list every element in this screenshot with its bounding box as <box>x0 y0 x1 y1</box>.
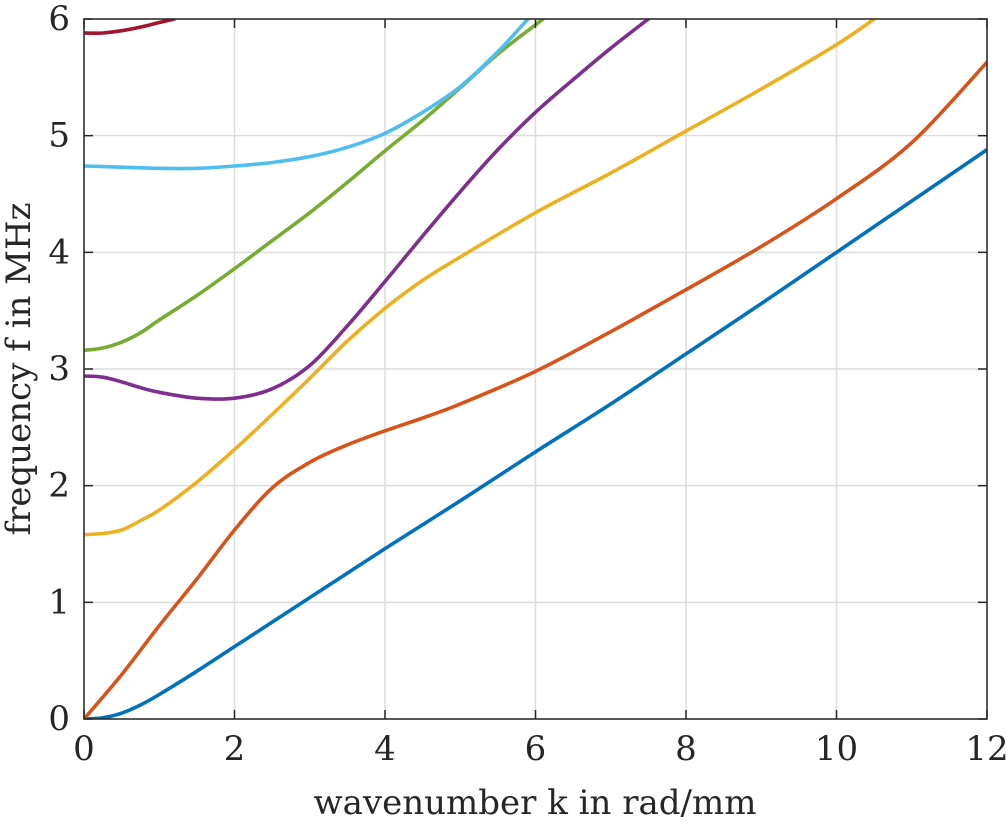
y-axis-label: frequency f in MHz <box>0 202 39 535</box>
y-tick-label: 4 <box>48 232 70 272</box>
y-tick-label: 5 <box>48 116 70 156</box>
x-tick-label: 6 <box>525 729 547 769</box>
series-line-5 <box>84 19 545 353</box>
series-lines <box>84 19 987 719</box>
y-tick-label: 6 <box>48 0 70 39</box>
x-tick-label: 4 <box>374 729 396 769</box>
x-tick-label: 2 <box>224 729 246 769</box>
series-line-6 <box>84 19 530 171</box>
y-tick-label: 0 <box>48 699 70 739</box>
y-tick-label: 1 <box>48 582 70 622</box>
y-tick-label: 2 <box>48 466 70 506</box>
series-line-1 <box>84 147 987 719</box>
series-line-4 <box>84 19 651 401</box>
grid-lines <box>83 18 988 720</box>
x-tick-label: 0 <box>73 729 95 769</box>
y-tick-label: 3 <box>48 349 70 389</box>
x-tick-label: 10 <box>815 729 858 769</box>
series-line-3 <box>84 19 876 537</box>
series-line-2 <box>84 60 987 719</box>
x-tick-label: 12 <box>965 729 1006 769</box>
series-line-7 <box>84 19 177 35</box>
x-tick-label: 8 <box>675 729 697 769</box>
x-axis-label: wavenumber k in rad/mm <box>314 783 757 823</box>
